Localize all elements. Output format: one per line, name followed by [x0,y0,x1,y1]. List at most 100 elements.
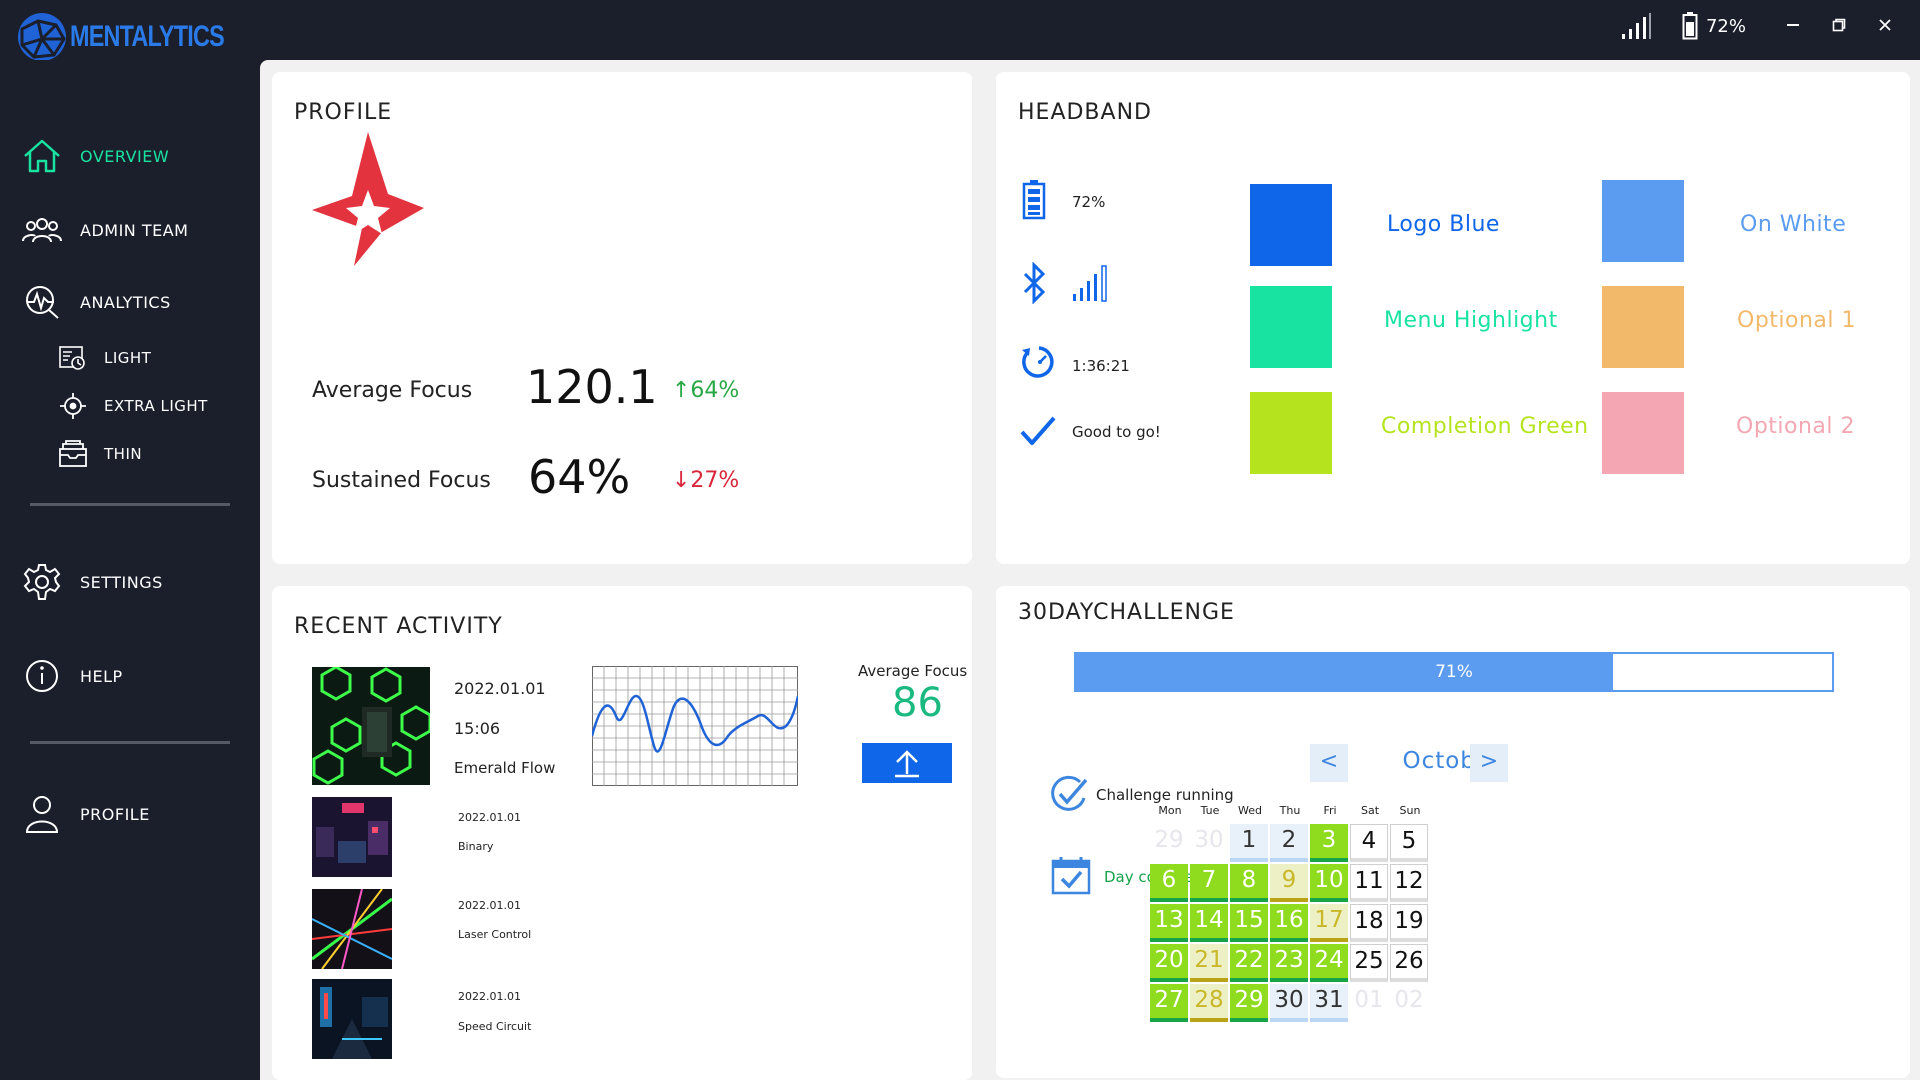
calendar-day[interactable]: 3 [1310,824,1348,862]
activity-thumbnail-speed-circuit[interactable] [312,979,392,1059]
calendar-day[interactable]: 11 [1350,864,1388,902]
calendar-day[interactable]: 16 [1270,904,1308,942]
swatch-on-white [1602,180,1684,262]
calendar-day[interactable]: 18 [1350,904,1388,942]
calendar-header: < October > [1310,744,1594,784]
activity-date: 2022.01.01 [458,899,521,912]
battery-icon [1682,12,1698,40]
calendar-day[interactable]: 5 [1390,824,1428,862]
calendar-check-icon [1051,857,1091,895]
calendar-day[interactable]: 19 [1390,904,1428,942]
activity-name: Speed Circuit [458,1020,532,1033]
sidebar-item-profile[interactable]: PROFILE [22,794,150,834]
battery-percent: 72% [1705,15,1746,37]
calendar-day[interactable]: 27 [1150,984,1188,1022]
sidebar-divider [30,503,230,506]
calendar-day[interactable]: 7 [1190,864,1228,902]
battery-indicator: 72% [1682,12,1746,40]
calendar-day[interactable]: 1 [1230,824,1268,862]
calendar-weekday: Thu [1279,804,1301,817]
activity-date: 2022.01.01 [458,990,521,1003]
calendar-day: 30 [1190,824,1228,862]
user-icon [22,794,62,834]
progress-label: 71% [1435,662,1473,682]
sidebar-item-thin[interactable]: THIN [58,439,142,469]
avg-focus-value: 86 [892,680,943,726]
sidebar-item-settings[interactable]: SETTINGS [22,562,163,602]
progress-fill [1076,654,1613,690]
calendar-day[interactable]: 25 [1350,944,1388,982]
sidebar-item-overview[interactable]: OVERVIEW [22,136,169,176]
upload-arrow-icon [895,750,919,778]
calendar-day[interactable]: 15 [1230,904,1268,942]
swatch-optional-1 [1602,286,1684,368]
sidebar-item-label: ADMIN TEAM [80,220,189,240]
swatch-label-optional-2: Optional 2 [1736,414,1856,439]
tray-icon [58,439,88,469]
calendar-day[interactable]: 17 [1310,904,1348,942]
calendar-day[interactable]: 10 [1310,864,1348,902]
close-button[interactable] [1862,16,1908,37]
sidebar-item-label: SETTINGS [80,572,163,592]
calendar-day[interactable]: 13 [1150,904,1188,942]
headband-session-time: 1:36:21 [1072,357,1130,375]
calendar-day[interactable]: 21 [1190,944,1228,982]
card-title: 30DAYCHALLENGE [1018,600,1235,625]
sidebar-item-admin-team[interactable]: ADMIN TEAM [22,210,188,250]
battery-icon [1022,180,1046,220]
sidebar-item-extra-light[interactable]: EXTRA LIGHT [58,391,208,421]
sustained-focus-label: Sustained Focus [312,468,491,493]
focus-wave-graph [592,666,798,786]
calendar-day[interactable]: 14 [1190,904,1228,942]
swatch-label-on-white: On White [1740,212,1847,237]
light-icon [58,343,88,373]
activity-thumbnail-laser-control[interactable] [312,889,392,969]
headband-status: Good to go! [1072,423,1161,441]
sidebar: OVERVIEW ADMIN TEAM ANALYTICS LIGHT EXTR… [0,60,260,1080]
calendar-day[interactable]: 4 [1350,824,1388,862]
calendar-day[interactable]: 31 [1310,984,1348,1022]
headband-card: HEADBAND 72% 1:36:21 Good to go! Logo Bl… [996,72,1910,564]
activity-thumbnail-binary[interactable] [312,797,392,877]
minimize-button[interactable] [1770,16,1816,37]
sidebar-item-analytics[interactable]: ANALYTICS [22,282,171,322]
calendar-day[interactable]: 12 [1390,864,1428,902]
calendar-day[interactable]: 2 [1270,824,1308,862]
calendar-day[interactable]: 26 [1390,944,1428,982]
calendar-day[interactable]: 8 [1230,864,1268,902]
calendar-day[interactable]: 28 [1190,984,1228,1022]
calendar-weekday: Fri [1323,804,1337,817]
calendar-day[interactable]: 30 [1270,984,1308,1022]
calendar-prev-button[interactable]: < [1310,744,1348,782]
globe-logo-icon [18,13,66,61]
headband-battery: 72% [1072,193,1106,211]
info-icon [22,656,62,696]
swatch-label-menu-highlight: Menu Highlight [1384,308,1558,333]
calendar-day[interactable]: 24 [1310,944,1348,982]
calendar-day: 02 [1390,984,1428,1022]
signal-icon [1073,265,1107,302]
calendar-day[interactable]: 20 [1150,944,1188,982]
calendar-month: October [1402,748,1502,774]
calendar-day[interactable]: 6 [1150,864,1188,902]
maximize-button[interactable] [1816,16,1862,37]
calendar-day[interactable]: 23 [1270,944,1308,982]
swatch-label-completion-green: Completion Green [1381,414,1589,439]
calendar-day: 01 [1350,984,1388,1022]
avg-focus-label: Average Focus [858,662,968,680]
calendar-weekday: Tue [1200,804,1220,817]
profile-card: PROFILE Average Focus 120.1 ↑64% Sustain… [272,72,972,564]
calendar-day[interactable]: 9 [1270,864,1308,902]
upload-button[interactable] [862,743,952,783]
analytics-icon [22,282,62,322]
calendar-day[interactable]: 29 [1230,984,1268,1022]
swatch-label-optional-1: Optional 1 [1737,308,1857,333]
target-icon [58,391,88,421]
window-controls: 72% [1620,12,1908,40]
activity-thumbnail-emerald-flow[interactable] [312,667,430,785]
calendar-next-button[interactable]: > [1470,744,1508,782]
app-logo[interactable]: MENTALYTICS [16,11,267,63]
sidebar-item-help[interactable]: HELP [22,656,123,696]
calendar-day[interactable]: 22 [1230,944,1268,982]
sidebar-item-light[interactable]: LIGHT [58,343,151,373]
